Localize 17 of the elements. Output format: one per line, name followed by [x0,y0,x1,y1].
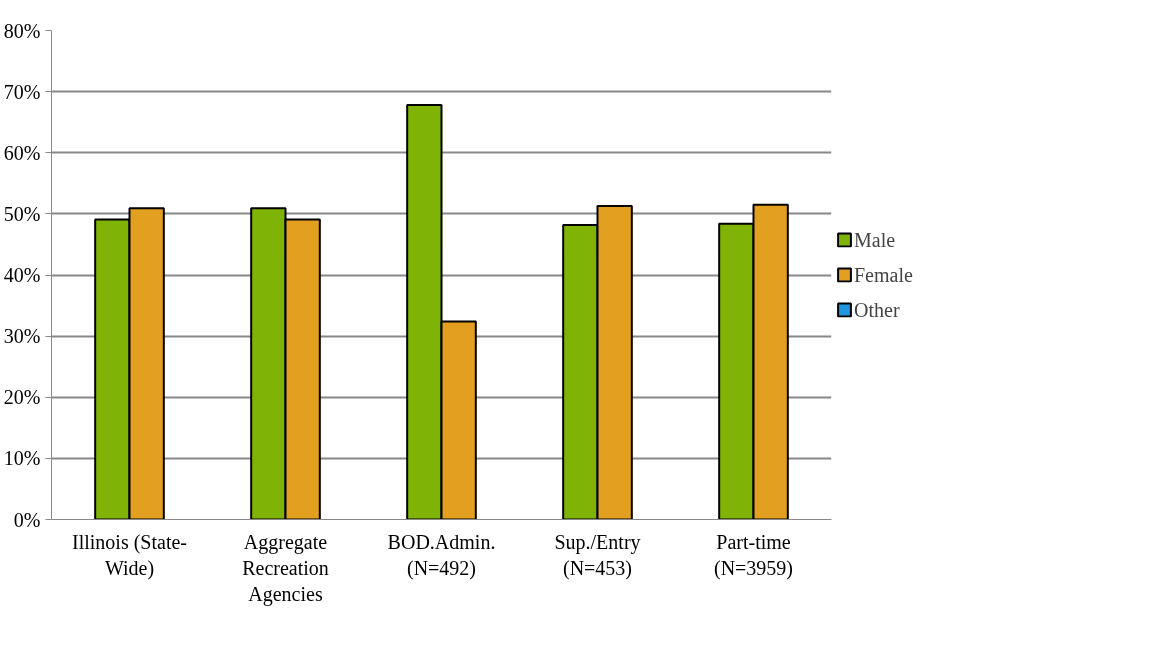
legend-label: Female [854,263,913,286]
y-tick-label: 60% [3,141,41,164]
y-tick-label: 80% [3,19,41,42]
y-tick-label: 70% [3,80,41,103]
x-tick-label: Sup./Entry (N=453) [554,530,641,580]
x-tick-label: Illinois (State- Wide) [72,530,187,580]
y-tick-label: 0% [13,508,41,531]
y-tick-label: 50% [3,202,41,225]
y-tick-label: 40% [3,264,41,286]
y-tick-label: 10% [3,447,41,470]
y-tick-label: 30% [3,325,41,348]
legend-label: Other [854,298,900,321]
x-tick-label: BOD.Admin. (N=492) [387,530,496,580]
x-tick-label: Aggregate Recreation Agencies [242,530,329,607]
y-tick-label: 20% [3,386,41,409]
x-tick-label: Part-time (N=3959) [713,530,794,580]
legend-label: Male [854,228,896,251]
